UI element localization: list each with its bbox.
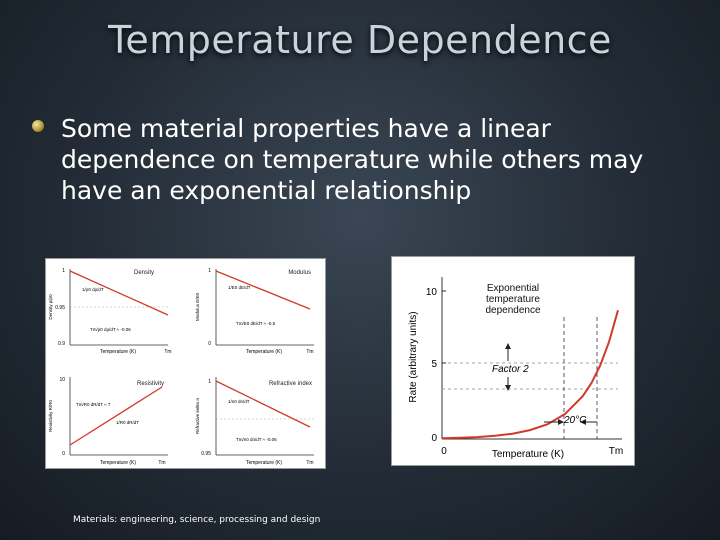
density-line: [69, 270, 169, 316]
rate-ytick-0: 0: [431, 433, 437, 444]
linear-property-charts: Density 1 0.95 0.9 1/ρ0 dρ/dT Tm/ρ0 dρ/d…: [45, 258, 326, 469]
modulus-ytick-2: 0: [208, 341, 211, 347]
modulus-title: Modulus: [288, 270, 311, 276]
modulus-xtick: Tm: [306, 349, 313, 355]
exp-annotation-box: Exponential temperature dependence: [485, 283, 541, 316]
resistivity-ytick-2: 0: [62, 451, 65, 457]
refractive-annot-2: Tm/n0 dn/dT ≈ -0.06: [236, 437, 277, 442]
modulus-annot-1: 1/E0 dE/dT: [228, 285, 251, 290]
refractive-ylabel: Refractive index n: [195, 398, 200, 435]
resistivity-annot-2: 1/R0 dR/dT: [116, 420, 139, 425]
density-ytick-3: 0.9: [58, 341, 65, 347]
refractive-annot-1: 1/n0 dn/dT: [228, 399, 250, 404]
rate-xlabel: Temperature (K): [492, 449, 564, 460]
bullet-icon: [32, 120, 44, 132]
rate-xtick-0: 0: [441, 446, 447, 457]
density-xlabel: Temperature (K): [100, 349, 136, 355]
resistivity-title: Resistivity: [137, 381, 164, 387]
density-ytick-2: 0.95: [55, 305, 65, 311]
modulus-annot-2: Tm/E0 dE/dT ≈ -0.5: [236, 321, 276, 326]
modulus-ylabel: Modulus E/E0: [195, 292, 200, 321]
refractive-title: Refractive index: [269, 381, 312, 387]
resistivity-chart: Resistivity 10 0 Tm/R0 dR/dT ≈ 7 1/R0 dR…: [48, 377, 168, 466]
refractive-xlabel: Temperature (K): [246, 460, 282, 466]
resistivity-annot-1: Tm/R0 dR/dT ≈ 7: [76, 402, 111, 407]
modulus-line: [215, 270, 311, 310]
resistivity-line: [69, 386, 163, 446]
modulus-chart: Modulus 1 0 1/E0 dE/dT Tm/E0 dE/dT ≈ -0.…: [195, 268, 314, 355]
density-chart: Density 1 0.95 0.9 1/ρ0 dρ/dT Tm/ρ0 dρ/d…: [48, 268, 172, 355]
density-xtick: Tm: [164, 349, 171, 355]
refractive-xtick: Tm: [306, 460, 313, 466]
slide-title: Temperature Dependence: [108, 18, 612, 62]
density-title: Density: [134, 270, 154, 276]
resistivity-xlabel: Temperature (K): [100, 460, 136, 466]
modulus-ytick-1: 1: [208, 268, 211, 274]
rate-xtick-tm: Tm: [609, 446, 623, 457]
modulus-xlabel: Temperature (K): [246, 349, 282, 355]
rate-ytick-10: 10: [426, 287, 438, 298]
refractive-ytick-2: 0.95: [201, 451, 211, 457]
exponential-chart: 10 5 0 0 Tm Temperature (K) Rate (arbitr…: [391, 256, 635, 466]
density-ytick-1: 1: [62, 268, 65, 274]
bullet-text: Some material properties have a linear d…: [61, 114, 644, 205]
factor-annotation: Factor 2: [492, 364, 529, 375]
temp-annotation: 20°C: [563, 415, 587, 426]
density-annot-2: Tm/ρ0 dρ/dT ≈ -0.06: [90, 327, 131, 332]
resistivity-ytick-1: 10: [59, 377, 65, 383]
refractive-ytick-1: 1: [208, 379, 211, 385]
exponential-chart-svg: 10 5 0 0 Tm Temperature (K) Rate (arbitr…: [408, 277, 623, 460]
refractive-index-chart: Refractive index 1 0.95 1/n0 dn/dT Tm/n0…: [195, 377, 314, 466]
exp-annotation: Exponential temperature dependence: [485, 283, 541, 316]
refractive-line: [215, 380, 311, 428]
rate-ytick-5: 5: [431, 359, 437, 370]
linear-charts-svg: Density 1 0.95 0.9 1/ρ0 dρ/dT Tm/ρ0 dρ/d…: [48, 268, 314, 466]
exponential-curve: [441, 309, 619, 440]
density-ylabel: Density ρ/ρ0: [48, 294, 53, 320]
resistivity-xtick: Tm: [158, 460, 165, 466]
resistivity-ylabel: Resistivity R/R0: [48, 400, 53, 432]
citation: Materials: engineering, science, process…: [73, 515, 321, 525]
rate-ylabel: Rate (arbitrary units): [408, 311, 419, 402]
density-annot-1: 1/ρ0 dρ/dT: [82, 287, 104, 292]
